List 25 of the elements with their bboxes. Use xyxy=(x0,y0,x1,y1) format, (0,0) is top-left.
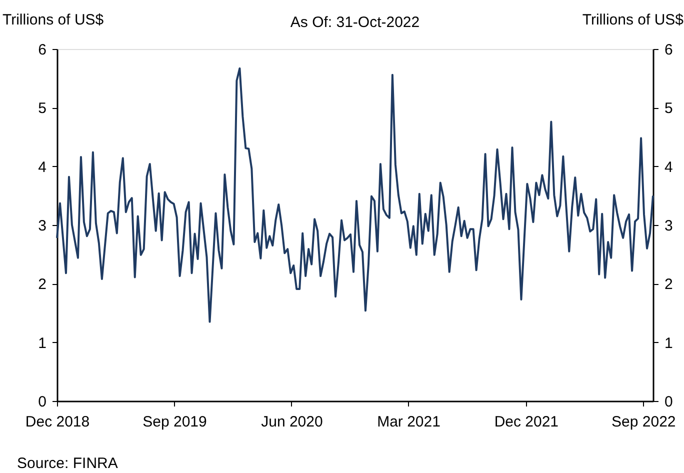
line-series xyxy=(56,67,654,323)
source-note: Source: FINRA xyxy=(17,455,118,472)
y-tick-label: 5 xyxy=(38,100,46,118)
y-tick-label: 0 xyxy=(38,394,46,410)
y2-tick-label: 2 xyxy=(664,276,673,294)
chart-subtitle: As Of: 31-Oct-2022 xyxy=(290,14,420,31)
x-tick-label: Dec 2018 xyxy=(25,414,90,430)
y2-axis-title: Trillions of US$ xyxy=(582,12,684,28)
y2-tick-label: 5 xyxy=(664,100,673,118)
y-axis-title: Trillions of US$ xyxy=(2,12,104,28)
y-tick-label: 6 xyxy=(38,42,46,58)
y2-tick-label: 1 xyxy=(664,334,673,352)
y-tick-label: 2 xyxy=(38,276,46,294)
y2-tick-label: 0 xyxy=(664,394,673,410)
x-tick-label: Jun 2020 xyxy=(261,414,323,430)
x-tick-label: Sep 2022 xyxy=(612,414,676,430)
y2-tick-label: 4 xyxy=(664,158,673,176)
x-tick-label: Mar 2021 xyxy=(377,414,440,430)
x-tick-label: Dec 2021 xyxy=(494,414,559,430)
y2-tick-label: 3 xyxy=(664,218,673,234)
y-tick-label: 3 xyxy=(38,218,46,234)
y-tick-label: 1 xyxy=(38,334,46,352)
y-tick-label: 4 xyxy=(38,158,46,176)
y2-tick-label: 6 xyxy=(664,42,673,58)
x-tick-label: Sep 2019 xyxy=(142,414,207,430)
